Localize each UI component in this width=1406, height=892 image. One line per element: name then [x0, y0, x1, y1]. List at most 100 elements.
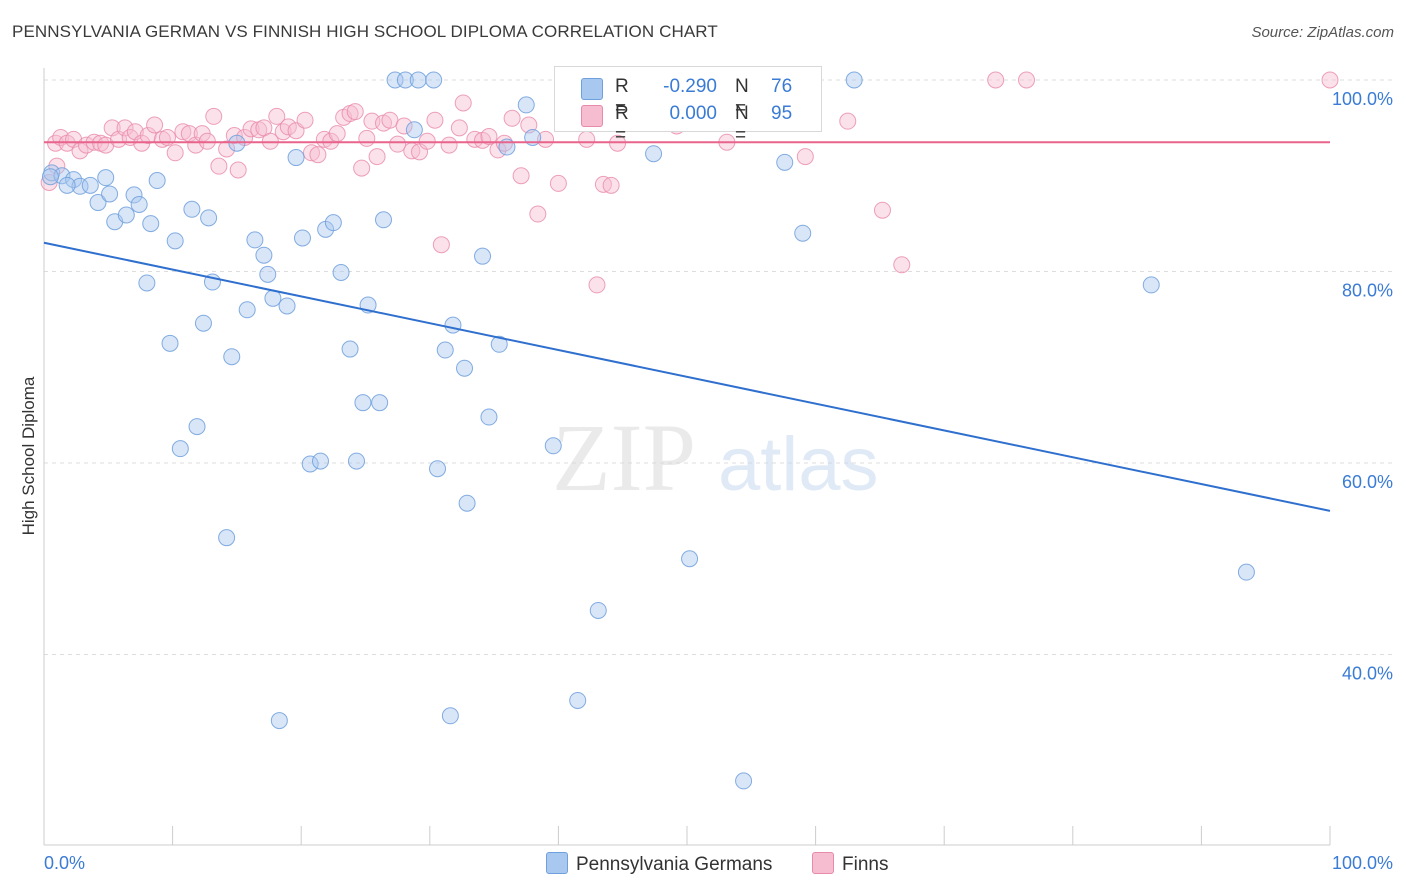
pennsylvania-germans-point	[371, 394, 389, 412]
finns-point	[166, 144, 184, 162]
pennsylvania-germans-point	[81, 176, 99, 194]
pennsylvania-germans-point	[255, 246, 273, 264]
finns-point	[174, 123, 192, 141]
finns-point	[432, 236, 450, 254]
pennsylvania-germans-point	[735, 772, 753, 790]
blue-swatch	[581, 78, 603, 100]
finns-point	[274, 123, 292, 141]
finns-point	[578, 130, 596, 148]
finns-point	[873, 201, 891, 219]
finns-point	[309, 146, 327, 164]
finns-point	[588, 276, 606, 294]
pennsylvania-germans-point	[218, 529, 236, 547]
pennsylvania-germans-point	[89, 194, 107, 212]
bottom-legend-finns: Finns	[812, 852, 888, 876]
pennsylvania-germans-point	[311, 452, 329, 470]
finns-point	[279, 118, 297, 136]
pennsylvania-germans-point	[347, 452, 365, 470]
pennsylvania-germans-point	[188, 418, 206, 436]
finns-point	[218, 140, 236, 158]
finns-point	[549, 174, 567, 192]
pennsylvania-germans-points	[41, 71, 1255, 790]
pennsylvania-germans-point	[681, 550, 699, 568]
finns-point	[480, 127, 498, 145]
pennsylvania-germans-point	[301, 455, 319, 473]
pennsylvania-germans-point	[456, 359, 474, 377]
pennsylvania-germans-point	[845, 71, 863, 89]
pennsylvania-germans-point	[386, 71, 404, 89]
chart-title: PENNSYLVANIA GERMAN VS FINNISH HIGH SCHO…	[12, 22, 718, 41]
finns-point	[1321, 71, 1339, 89]
pennsylvania-germans-point	[194, 314, 212, 332]
pennsylvania-germans-point	[246, 231, 264, 249]
pennsylvania-germans-point	[264, 289, 282, 307]
pennsylvania-germans-point	[171, 440, 189, 458]
pennsylvania-germans-point	[794, 224, 812, 242]
watermark-zip: ZIP	[552, 404, 696, 511]
n-label: N =	[735, 76, 749, 119]
pennsylvania-germans-point	[436, 341, 454, 359]
pennsylvania-germans-point	[125, 186, 143, 204]
pennsylvania-germans-point	[429, 460, 447, 478]
pennsylvania-germans-point	[324, 214, 342, 232]
series-label: Finns	[842, 854, 889, 875]
pink-swatch	[581, 105, 603, 127]
pennsylvania-germans-point	[341, 340, 359, 358]
pennsylvania-germans-point	[458, 494, 476, 512]
pennsylvania-germans-point	[441, 707, 459, 725]
finns-points	[40, 71, 1339, 294]
pennsylvania-germans-point	[569, 691, 587, 709]
finns-point	[893, 256, 911, 274]
finns-point	[440, 136, 458, 154]
pennsylvania-germans-point	[259, 265, 277, 283]
finns-point	[395, 117, 413, 135]
finns-point	[1018, 71, 1036, 89]
x-tick-label: 100.0%	[1332, 853, 1393, 873]
y-tick-label: 100.0%	[1332, 89, 1393, 109]
finns-point	[139, 127, 157, 145]
finns-point	[796, 148, 814, 166]
n-label: N =	[735, 103, 749, 146]
finns-point	[368, 148, 386, 166]
n-value: 76	[771, 76, 793, 97]
pennsylvania-germans-point	[444, 316, 462, 334]
pennsylvania-germans-point	[238, 301, 256, 319]
finns-point	[358, 129, 376, 147]
pennsylvania-germans-point	[58, 176, 76, 194]
pennsylvania-germans-point	[589, 601, 607, 619]
pennsylvania-germans-point	[65, 171, 83, 189]
pennsylvania-germans-point	[425, 71, 443, 89]
finns-point	[602, 176, 620, 194]
finns-point	[450, 119, 468, 137]
pennsylvania-germans-point	[161, 334, 179, 352]
pennsylvania-germans-point	[474, 247, 492, 265]
finns-point	[512, 167, 530, 185]
finns-point	[987, 71, 1005, 89]
grid-lines	[44, 79, 1394, 655]
finns-point	[426, 111, 444, 129]
finns-point	[268, 107, 286, 125]
finns-point	[353, 159, 371, 177]
trend-lines	[43, 141, 1331, 512]
blue-swatch	[546, 852, 568, 874]
y-tick-label: 40.0%	[1342, 664, 1393, 684]
pennsylvania-germans-point	[645, 145, 663, 163]
finns-point	[381, 111, 399, 129]
y-axis-title: High School Diploma	[19, 376, 38, 535]
series-label: Pennsylvania Germans	[576, 854, 773, 875]
pennsylvania-germans-point	[142, 215, 160, 233]
pennsylvania-germans-point	[490, 335, 508, 353]
r-label: R =	[615, 103, 629, 146]
pennsylvania-germans-point	[409, 71, 427, 89]
pennsylvania-germans-point	[354, 394, 372, 412]
finns-point	[346, 103, 364, 121]
pennsylvania-germans-point	[166, 232, 184, 250]
correlation-legend: R = -0.290 N = 76 R = 0.000 N = 95	[554, 66, 822, 146]
pennsylvania-germans-point	[41, 168, 59, 186]
finns-point	[389, 135, 407, 153]
finns-point	[454, 94, 472, 112]
finns-point	[537, 130, 555, 148]
x-tick-label: 0.0%	[44, 853, 85, 873]
finns-point	[529, 205, 547, 223]
